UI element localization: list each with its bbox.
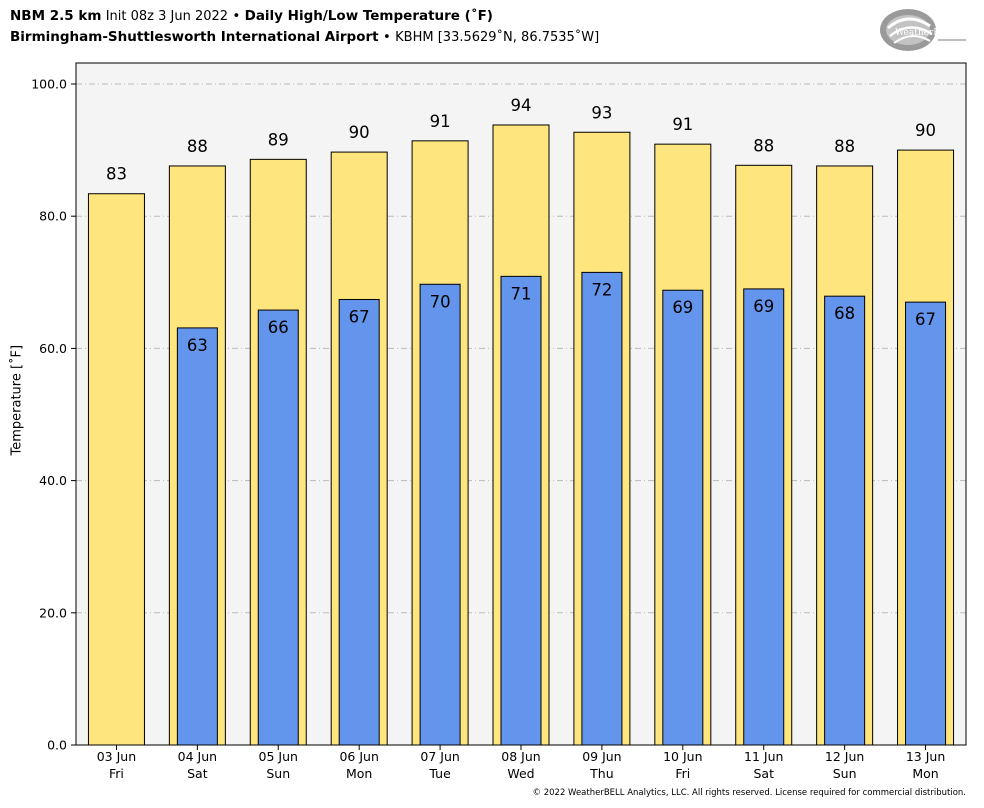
low-value-label: 72 [591, 280, 612, 299]
low-value-label: 67 [349, 307, 370, 326]
x-tick-date: 03 Jun [97, 749, 136, 764]
chart-title: Daily High/Low Temperature (˚F) [244, 8, 493, 24]
low-bar [662, 289, 704, 746]
low-value-label: 69 [672, 298, 693, 317]
x-tick-date: 06 Jun [339, 749, 378, 764]
high-value-label: 90 [915, 121, 936, 140]
x-tick-date: 13 Jun [906, 749, 945, 764]
low-value-label: 68 [834, 304, 855, 323]
low-value-label: 63 [187, 336, 208, 355]
high-value-label: 93 [591, 103, 612, 122]
high-value-label: 94 [511, 96, 532, 115]
low-bar [500, 275, 542, 746]
low-value-label: 69 [753, 297, 774, 316]
x-tick-date: 11 Jun [744, 749, 783, 764]
copyright-footer: © 2022 WeatherBELL Analytics, LLC. All r… [532, 788, 966, 798]
low-bar [257, 309, 299, 746]
low-bar [419, 283, 461, 746]
y-tick-label: 80.0 [39, 209, 67, 224]
x-tick-day: Thu [589, 766, 613, 781]
x-tick-day: Wed [507, 766, 534, 781]
header-line-1: NBM 2.5 km Init 08z 3 Jun 2022 • Daily H… [10, 6, 599, 27]
x-tick-date: 05 Jun [259, 749, 298, 764]
x-axis: 03 Jun Fri 04 Jun Sat 05 Jun Sun 06 Jun Mon 07 J… [97, 745, 945, 781]
x-tick-date: 07 Jun [420, 749, 459, 764]
y-tick-label: 100.0 [31, 77, 67, 92]
y-axis: 0.0 20.0 40.0 60.0 80.0 100.0 [31, 77, 76, 753]
high-value-label: 90 [349, 123, 370, 142]
high-value-label: 91 [430, 112, 451, 131]
x-tick-day: Sat [753, 766, 774, 781]
high-value-label: 88 [753, 136, 774, 155]
high-value-label: 88 [834, 137, 855, 156]
high-value-label: 89 [268, 130, 289, 149]
low-bar [176, 327, 218, 746]
weatherbell-logo: WeatherBELL [880, 9, 966, 51]
high-value-label: 91 [672, 115, 693, 134]
x-tick-day: Fri [675, 766, 690, 781]
low-value-label: 66 [268, 318, 289, 337]
low-bar [743, 288, 785, 746]
x-tick-day: Sun [266, 766, 290, 781]
model-name: NBM 2.5 km [10, 8, 102, 24]
station-id: KBHM [33.5629˚N, 86.7535˚W] [395, 30, 600, 45]
low-value-label: 70 [430, 292, 451, 311]
high-bar [87, 193, 145, 746]
x-tick-date: 04 Jun [178, 749, 217, 764]
y-tick-label: 0.0 [47, 738, 67, 753]
x-tick-day: Tue [428, 766, 451, 781]
x-tick-day: Mon [912, 766, 938, 781]
bullet-2: • [382, 29, 391, 45]
station-name: Birmingham-Shuttlesworth International A… [10, 29, 379, 45]
x-tick-day: Sat [187, 766, 208, 781]
x-tick-date: 09 Jun [582, 749, 621, 764]
data-labels: 83 88 63 89 66 90 67 91 70 94 71 93 72 91 69 88 69 88 68 90… [106, 96, 936, 355]
x-tick-date: 10 Jun [663, 749, 702, 764]
low-value-label: 67 [915, 310, 936, 329]
header-line-2: Birmingham-Shuttlesworth International A… [10, 27, 599, 48]
y-tick-label: 60.0 [39, 341, 67, 356]
low-bar [824, 295, 866, 746]
low-bar [338, 298, 380, 746]
y-tick-label: 20.0 [39, 605, 67, 620]
plot-frame [75, 62, 967, 746]
x-tick-day: Mon [346, 766, 372, 781]
bullet-1: • [232, 8, 241, 24]
x-tick-date: 08 Jun [501, 749, 540, 764]
low-bar [905, 301, 947, 746]
x-tick-day: Sun [833, 766, 857, 781]
low-bar [581, 271, 623, 746]
high-value-label: 88 [187, 137, 208, 156]
high-value-label: 83 [106, 165, 127, 184]
low-value-label: 71 [511, 284, 532, 303]
x-tick-day: Fri [109, 766, 124, 781]
init-time: Init 08z 3 Jun 2022 [105, 9, 229, 24]
x-tick-date: 12 Jun [825, 749, 864, 764]
logo-text: WeatherBELL [895, 28, 958, 38]
chart-header: NBM 2.5 km Init 08z 3 Jun 2022 • Daily H… [10, 6, 599, 48]
low-temperature-bars [176, 271, 947, 746]
y-tick-label: 40.0 [39, 473, 67, 488]
